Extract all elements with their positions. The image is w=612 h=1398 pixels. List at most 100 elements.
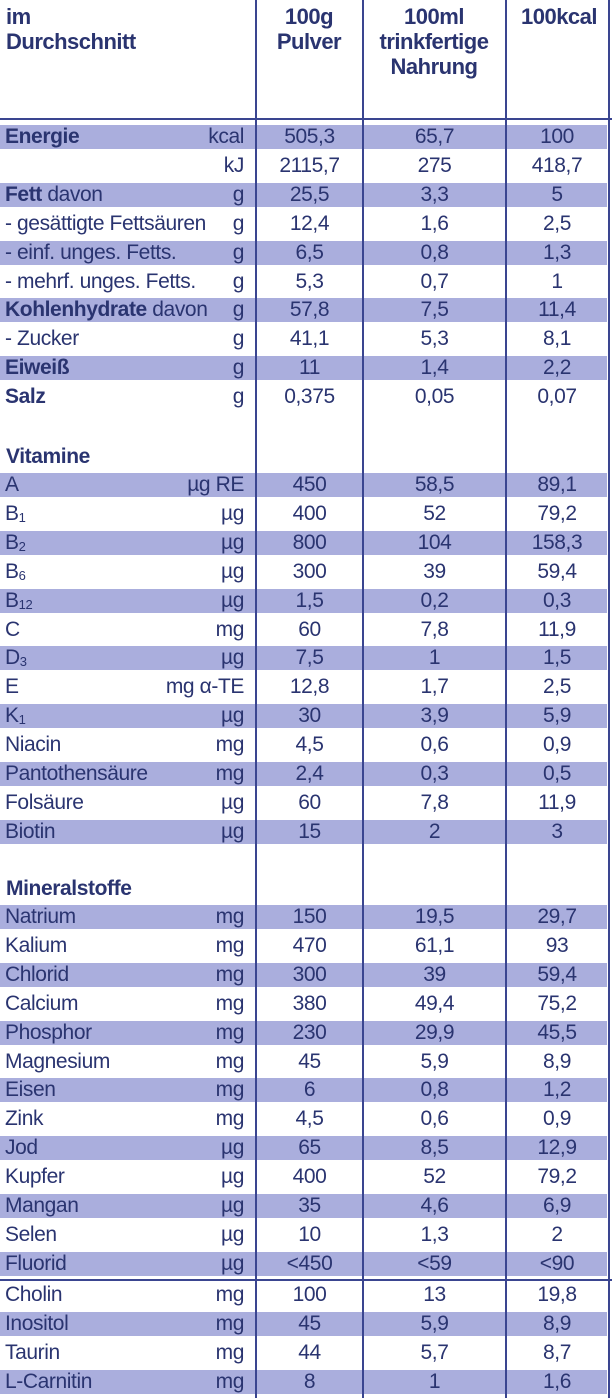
row-value-v1: 100 bbox=[292, 1283, 327, 1306]
section-title-vitamine: Vitamine bbox=[6, 445, 90, 468]
row-value-v1: 230 bbox=[292, 1021, 327, 1044]
row-label-text: B bbox=[5, 502, 19, 525]
row-highlight bbox=[364, 1370, 505, 1394]
row-value-v3: 11,9 bbox=[538, 618, 576, 641]
row-label-bold: Eiweiß bbox=[5, 356, 70, 379]
row-unit: mg α-TE bbox=[165, 675, 245, 698]
row-highlight bbox=[0, 820, 255, 844]
row-value-v1: 35 bbox=[298, 1194, 321, 1217]
row-unit: kcal bbox=[208, 125, 244, 148]
column-divider bbox=[255, 0, 257, 1398]
table-row: Zink mg 4,5 0,6 0,9 bbox=[0, 1105, 612, 1133]
row-value-v3: 75,2 bbox=[537, 992, 577, 1015]
row-highlight bbox=[0, 905, 255, 929]
row-label-subscript: 1 bbox=[18, 712, 26, 727]
row-value-v2: 0,2 bbox=[420, 589, 449, 612]
table-row: Fett davon g 25,5 3,3 5 bbox=[0, 181, 612, 209]
row-highlight bbox=[507, 473, 607, 497]
row-highlight bbox=[507, 762, 607, 786]
table-row: Calcium mg 380 49,4 75,2 bbox=[0, 990, 612, 1018]
row-unit: mg bbox=[215, 1021, 245, 1044]
row-highlight bbox=[0, 1021, 255, 1045]
row-highlight bbox=[364, 531, 505, 555]
row-value-v3: 0,9 bbox=[543, 1107, 571, 1130]
row-value-v2: 1 bbox=[428, 1370, 441, 1393]
row-value-v3: 8,9 bbox=[543, 1312, 571, 1335]
row-value-v1: 4,5 bbox=[295, 733, 324, 756]
row-label: Energie bbox=[5, 123, 80, 151]
row-highlight bbox=[507, 298, 607, 322]
row-highlight bbox=[257, 1370, 362, 1394]
row-label: B2 bbox=[5, 529, 26, 559]
row-highlight bbox=[257, 1136, 362, 1160]
row-label-text: Eisen bbox=[5, 1078, 56, 1101]
row-value-v3: 29,7 bbox=[537, 905, 577, 928]
table-row: L-Carnitin mg 8 1 1,6 bbox=[0, 1368, 612, 1396]
row-unit: µg bbox=[221, 1165, 244, 1188]
row-highlight bbox=[507, 1312, 607, 1336]
table-row: - einf. unges. Fetts. g 6,5 0,8 1,3 bbox=[0, 239, 612, 267]
row-label-text: Calcium bbox=[5, 992, 79, 1015]
row-value-v2: 0,6 bbox=[420, 1107, 449, 1130]
table-row: Energie kcal 505,3 65,7 100 bbox=[0, 123, 612, 151]
row-label: - mehrf. unges. Fetts. bbox=[5, 268, 196, 296]
row-highlight bbox=[507, 1078, 607, 1102]
header-col2-line1: 100ml bbox=[404, 4, 464, 29]
row-label-text: Taurin bbox=[5, 1341, 60, 1364]
row-unit: µg bbox=[221, 791, 244, 814]
row-value-v3: <90 bbox=[539, 1252, 575, 1275]
row-value-v2: 1,4 bbox=[420, 356, 449, 379]
row-highlight bbox=[257, 298, 362, 322]
row-label: Natrium bbox=[5, 903, 76, 931]
row-label: Selen bbox=[5, 1221, 57, 1249]
row-label: Phosphor bbox=[5, 1019, 92, 1047]
row-unit: mg bbox=[215, 1370, 245, 1393]
row-highlight bbox=[0, 1370, 255, 1394]
row-value-v2: 52 bbox=[423, 502, 446, 525]
row-value-v1: 60 bbox=[298, 618, 321, 641]
row-value-v1: 5,3 bbox=[295, 270, 324, 293]
row-label: Mangan bbox=[5, 1192, 79, 1220]
row-unit: g bbox=[232, 298, 245, 321]
row-unit: g bbox=[232, 183, 245, 206]
row-value-v2: 7,8 bbox=[420, 791, 449, 814]
row-highlight bbox=[257, 473, 362, 497]
row-unit: mg bbox=[215, 1050, 245, 1073]
header-label-line1: im bbox=[6, 4, 31, 29]
row-highlight bbox=[364, 1136, 505, 1160]
row-highlight bbox=[0, 704, 255, 728]
row-value-v3: 0,07 bbox=[537, 385, 577, 408]
row-value-v2: 1 bbox=[428, 646, 441, 669]
row-highlight bbox=[0, 1078, 255, 1102]
row-label: Kohlenhydrate davon bbox=[5, 296, 208, 324]
row-value-v2: 13 bbox=[423, 1283, 446, 1306]
row-value-v3: 79,2 bbox=[537, 502, 577, 525]
row-highlight bbox=[364, 1021, 505, 1045]
row-highlight bbox=[507, 125, 607, 149]
row-label-subscript: 6 bbox=[18, 568, 26, 583]
row-highlight bbox=[507, 241, 607, 265]
row-label-text: - Zucker bbox=[5, 327, 79, 350]
row-highlight bbox=[364, 1312, 505, 1336]
row-unit: µg bbox=[221, 1136, 244, 1159]
table-row: Biotin µg 15 2 3 bbox=[0, 818, 612, 846]
row-label-text: Magnesium bbox=[5, 1050, 110, 1073]
row-highlight bbox=[364, 963, 505, 987]
row-highlight bbox=[507, 183, 607, 207]
row-label-text: B bbox=[5, 589, 19, 612]
row-label: Chlorid bbox=[5, 961, 69, 989]
row-label: C bbox=[5, 616, 20, 644]
column-divider bbox=[362, 0, 364, 1398]
row-highlight bbox=[364, 905, 505, 929]
row-label: Niacin bbox=[5, 731, 61, 759]
row-highlight bbox=[257, 646, 362, 670]
row-value-v1: 11 bbox=[299, 356, 320, 379]
row-value-v2: 7,5 bbox=[420, 298, 449, 321]
row-unit: mg bbox=[215, 992, 245, 1015]
table-row: Cholin mg 100 13 19,8 bbox=[0, 1281, 612, 1309]
row-label: Pantothensäure bbox=[5, 760, 148, 788]
row-unit: g bbox=[232, 327, 245, 350]
row-value-v1: 45 bbox=[298, 1050, 321, 1073]
table-row: Natrium mg 150 19,5 29,7 bbox=[0, 903, 612, 931]
row-highlight bbox=[0, 762, 255, 786]
